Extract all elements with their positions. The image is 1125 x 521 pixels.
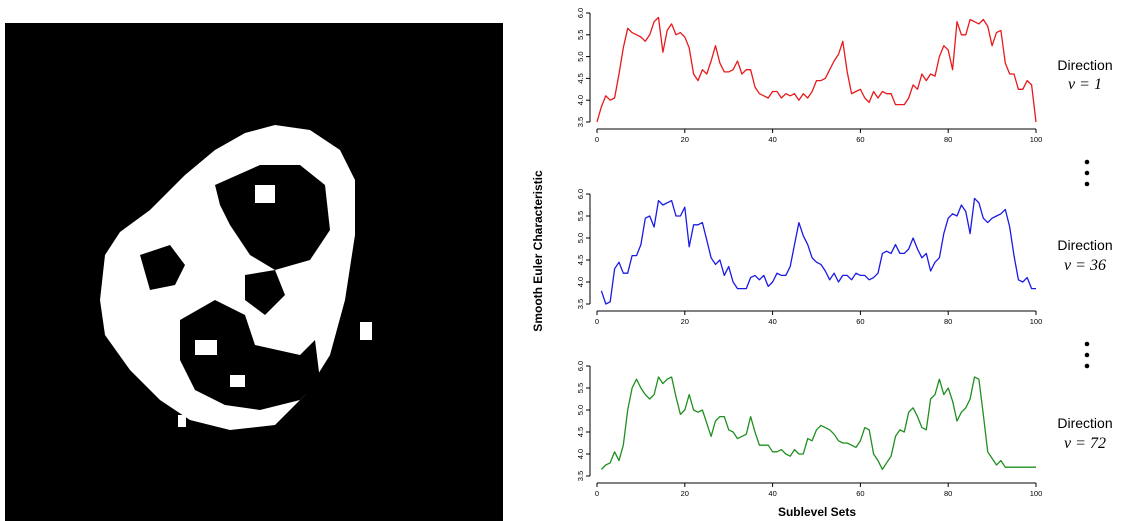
y-tick-label: 6.0 [576, 8, 585, 18]
shape-hole [215, 165, 330, 270]
y-tick-label: 5.5 [576, 30, 585, 40]
y-tick-label: 6.0 [576, 361, 585, 371]
shape-island [255, 185, 275, 203]
x-tick-label: 60 [856, 135, 864, 144]
y-tick-label: 5.0 [576, 51, 585, 61]
y-tick-label: 6.0 [576, 189, 585, 199]
y-tick-label: 3.5 [576, 471, 585, 481]
y-tick-label: 4.5 [576, 255, 585, 265]
panel-1: 3.5 4.0 4.5 5.0 5.5 6.0 0 20 40 60 80 100 Direction ν… [576, 8, 1113, 144]
x-tick-label: 0 [595, 489, 599, 498]
x-tick-label: 80 [944, 489, 952, 498]
shape-island [360, 322, 372, 340]
ellipsis-dots-2 [1084, 341, 1090, 369]
x-tick-label: 40 [768, 489, 776, 498]
line-panels: 3.5 4.0 4.5 5.0 5.5 6.0 0 20 40 60 80 100 Direction ν… [576, 8, 1113, 498]
y-tick-label: 4.0 [576, 277, 585, 287]
x-tick-label: 20 [681, 489, 689, 498]
x-tick-label: 80 [944, 135, 952, 144]
binary-image-panel [5, 23, 503, 521]
y-tick-label: 4.5 [576, 73, 585, 83]
x-tick-label: 20 [681, 135, 689, 144]
shape-island [195, 340, 217, 355]
shape-hole [120, 380, 165, 410]
x-tick-label: 40 [768, 317, 776, 326]
x-tick-label: 100 [1030, 135, 1043, 144]
x-tick-label: 80 [944, 317, 952, 326]
x-axis-title: Sublevel Sets [778, 505, 856, 519]
y-tick-label: 3.5 [576, 117, 585, 127]
binary-shape [100, 125, 372, 430]
y-tick-label: 4.0 [576, 449, 585, 459]
x-tick-label: 100 [1030, 317, 1043, 326]
y-tick-label: 5.0 [576, 405, 585, 415]
direction-label: Direction [1057, 57, 1112, 73]
series-line [596, 16, 1037, 123]
y-tick-label: 3.5 [576, 299, 585, 309]
nu-label: ν = 72 [1064, 435, 1106, 452]
shape-island [230, 375, 245, 387]
shape-island [178, 415, 186, 427]
nu-label: ν = 1 [1068, 76, 1102, 93]
shape-hole [140, 245, 185, 290]
x-tick-label: 20 [681, 317, 689, 326]
y-tick-label: 5.5 [576, 383, 585, 393]
series-line [600, 197, 1036, 305]
y-tick-label: 4.0 [576, 95, 585, 105]
direction-label: Direction [1057, 237, 1112, 253]
series-line [600, 376, 1036, 471]
x-tick-label: 100 [1030, 489, 1043, 498]
x-tick-label: 0 [595, 135, 599, 144]
x-tick-label: 40 [768, 135, 776, 144]
x-tick-label: 60 [856, 489, 864, 498]
panel-2: 3.5 4.0 4.5 5.0 5.5 6.0 0 20 40 60 80 100 Direction ν… [576, 189, 1113, 326]
y-tick-label: 5.5 [576, 211, 585, 221]
shape-hole [180, 300, 320, 410]
shape-hole [245, 270, 285, 315]
x-tick-label: 0 [595, 317, 599, 326]
y-tick-label: 5.0 [576, 233, 585, 243]
x-tick-label: 60 [856, 317, 864, 326]
panel-3: 3.5 4.0 4.5 5.0 5.5 6.0 0 20 40 60 80 100 Direction ν… [576, 361, 1113, 498]
direction-label: Direction [1057, 415, 1112, 431]
y-tick-label: 4.5 [576, 427, 585, 437]
ellipsis-dots-1 [1084, 159, 1090, 187]
nu-label: ν = 36 [1064, 257, 1106, 274]
y-axis-title: Smooth Euler Characteristic [531, 170, 545, 332]
